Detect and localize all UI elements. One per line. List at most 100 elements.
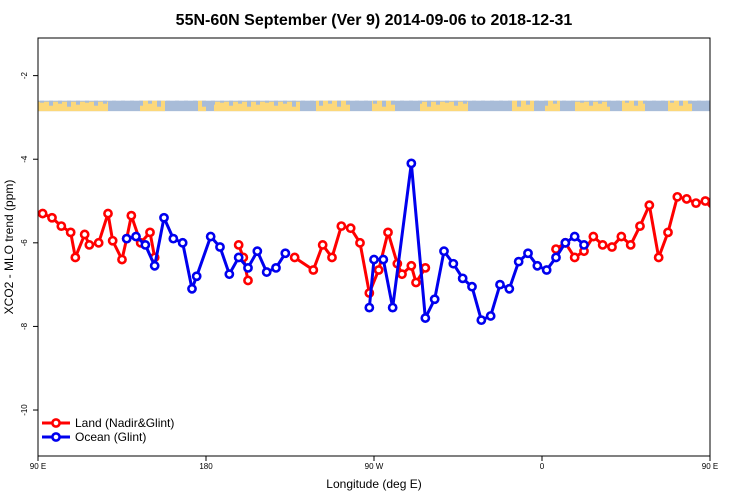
band-texture	[544, 100, 548, 106]
ocean-series-point	[378, 254, 389, 265]
land-series-point	[644, 200, 655, 211]
band-texture	[364, 100, 368, 106]
band-land	[668, 100, 692, 112]
band-land	[214, 101, 300, 112]
x-axis-ticks: 90 E 180 90 W 0 90 E	[30, 456, 718, 471]
ocean-series-point	[149, 260, 160, 271]
land-series-point	[653, 252, 664, 263]
ocean-series-point	[224, 269, 235, 280]
land-series-point	[588, 231, 599, 242]
band-texture	[301, 100, 305, 105]
band-land	[512, 100, 534, 112]
band-texture	[409, 100, 413, 106]
band-texture	[670, 100, 674, 103]
ocean-series-point	[369, 254, 379, 265]
band-texture	[238, 100, 242, 104]
y-axis-ticks: -2 -4 -6 -8 -10	[20, 72, 38, 416]
ocean-series-point	[448, 258, 459, 269]
x-axis-label: Longitude (deg E)	[326, 477, 421, 491]
ocean-series-point	[551, 252, 561, 263]
land-series-point	[336, 221, 347, 231]
y-tick-label: -2	[20, 72, 29, 80]
ocean-series-point	[439, 246, 449, 257]
land-series-point	[700, 196, 710, 206]
band-texture	[103, 100, 107, 104]
ocean-series-point	[513, 256, 524, 267]
band-texture	[76, 100, 80, 105]
ocean-series-point	[541, 265, 552, 275]
band-texture	[616, 100, 620, 105]
land-series-point	[327, 252, 337, 263]
band-texture	[454, 100, 458, 106]
ocean-series-point	[523, 248, 533, 259]
surface-band	[38, 100, 710, 112]
series-layer	[38, 158, 737, 326]
ocean-series-point	[504, 283, 515, 294]
y-tick-label: -6	[20, 239, 29, 247]
band-texture	[697, 100, 701, 107]
ocean-series-point	[177, 237, 188, 248]
land-series-point	[597, 240, 608, 250]
land-series-point	[79, 229, 90, 240]
land-series-point	[65, 227, 76, 238]
land-series-point	[720, 214, 727, 221]
land-series-point	[243, 275, 253, 286]
land-series-point	[709, 209, 710, 213]
ocean-series-point	[387, 302, 398, 313]
band-texture	[373, 100, 377, 104]
band-texture	[166, 100, 170, 105]
land-series-point	[383, 227, 393, 238]
x-tick-label: 90 E	[702, 462, 718, 471]
ocean-series-point	[420, 313, 431, 323]
band-texture	[418, 100, 422, 104]
band-texture	[121, 100, 125, 105]
ocean-series-point	[280, 248, 291, 259]
band-texture	[193, 100, 197, 104]
ocean-series-point	[121, 233, 132, 244]
ocean-series-point	[215, 242, 225, 252]
band-texture	[391, 100, 395, 105]
band-texture	[490, 100, 494, 103]
x-tick-label: 0	[540, 462, 545, 471]
ocean-series-line	[367, 161, 586, 322]
band-land	[575, 101, 610, 112]
band-texture	[355, 100, 359, 103]
land-series-point	[420, 262, 431, 273]
land-series-point	[93, 237, 104, 248]
land-series-point	[289, 252, 300, 263]
band-land	[140, 100, 165, 112]
band-texture	[130, 100, 134, 103]
band-texture	[535, 100, 539, 103]
band-texture	[184, 100, 188, 106]
band-texture	[643, 100, 647, 104]
band-texture	[337, 100, 341, 107]
band-texture	[445, 100, 449, 103]
land-series-point	[126, 210, 137, 221]
band-texture	[49, 100, 53, 106]
band-land	[622, 100, 645, 112]
band-texture	[562, 100, 566, 107]
band-texture	[58, 100, 62, 104]
band-texture	[625, 100, 629, 103]
band-texture	[256, 100, 260, 105]
land-series-point	[691, 198, 701, 209]
x-tick-label: 90 W	[365, 462, 384, 471]
land-series-point	[635, 221, 645, 231]
band-texture	[85, 100, 89, 103]
land-series-point	[47, 212, 57, 223]
ocean-series-point	[261, 267, 272, 277]
y-tick-label: -10	[20, 404, 29, 416]
band-texture	[571, 100, 575, 105]
band-texture	[148, 100, 152, 104]
band-texture	[346, 100, 350, 105]
band-texture	[436, 100, 440, 105]
land-series-point	[730, 223, 737, 230]
chart-title: 55N-60N September (Ver 9) 2014-09-06 to …	[176, 12, 573, 29]
band-texture	[382, 100, 386, 107]
land-series-point	[145, 227, 155, 238]
band-texture	[661, 100, 665, 105]
band-texture	[310, 100, 314, 103]
band-texture	[481, 100, 485, 105]
band-texture	[265, 100, 269, 103]
ocean-series-point	[271, 262, 281, 273]
